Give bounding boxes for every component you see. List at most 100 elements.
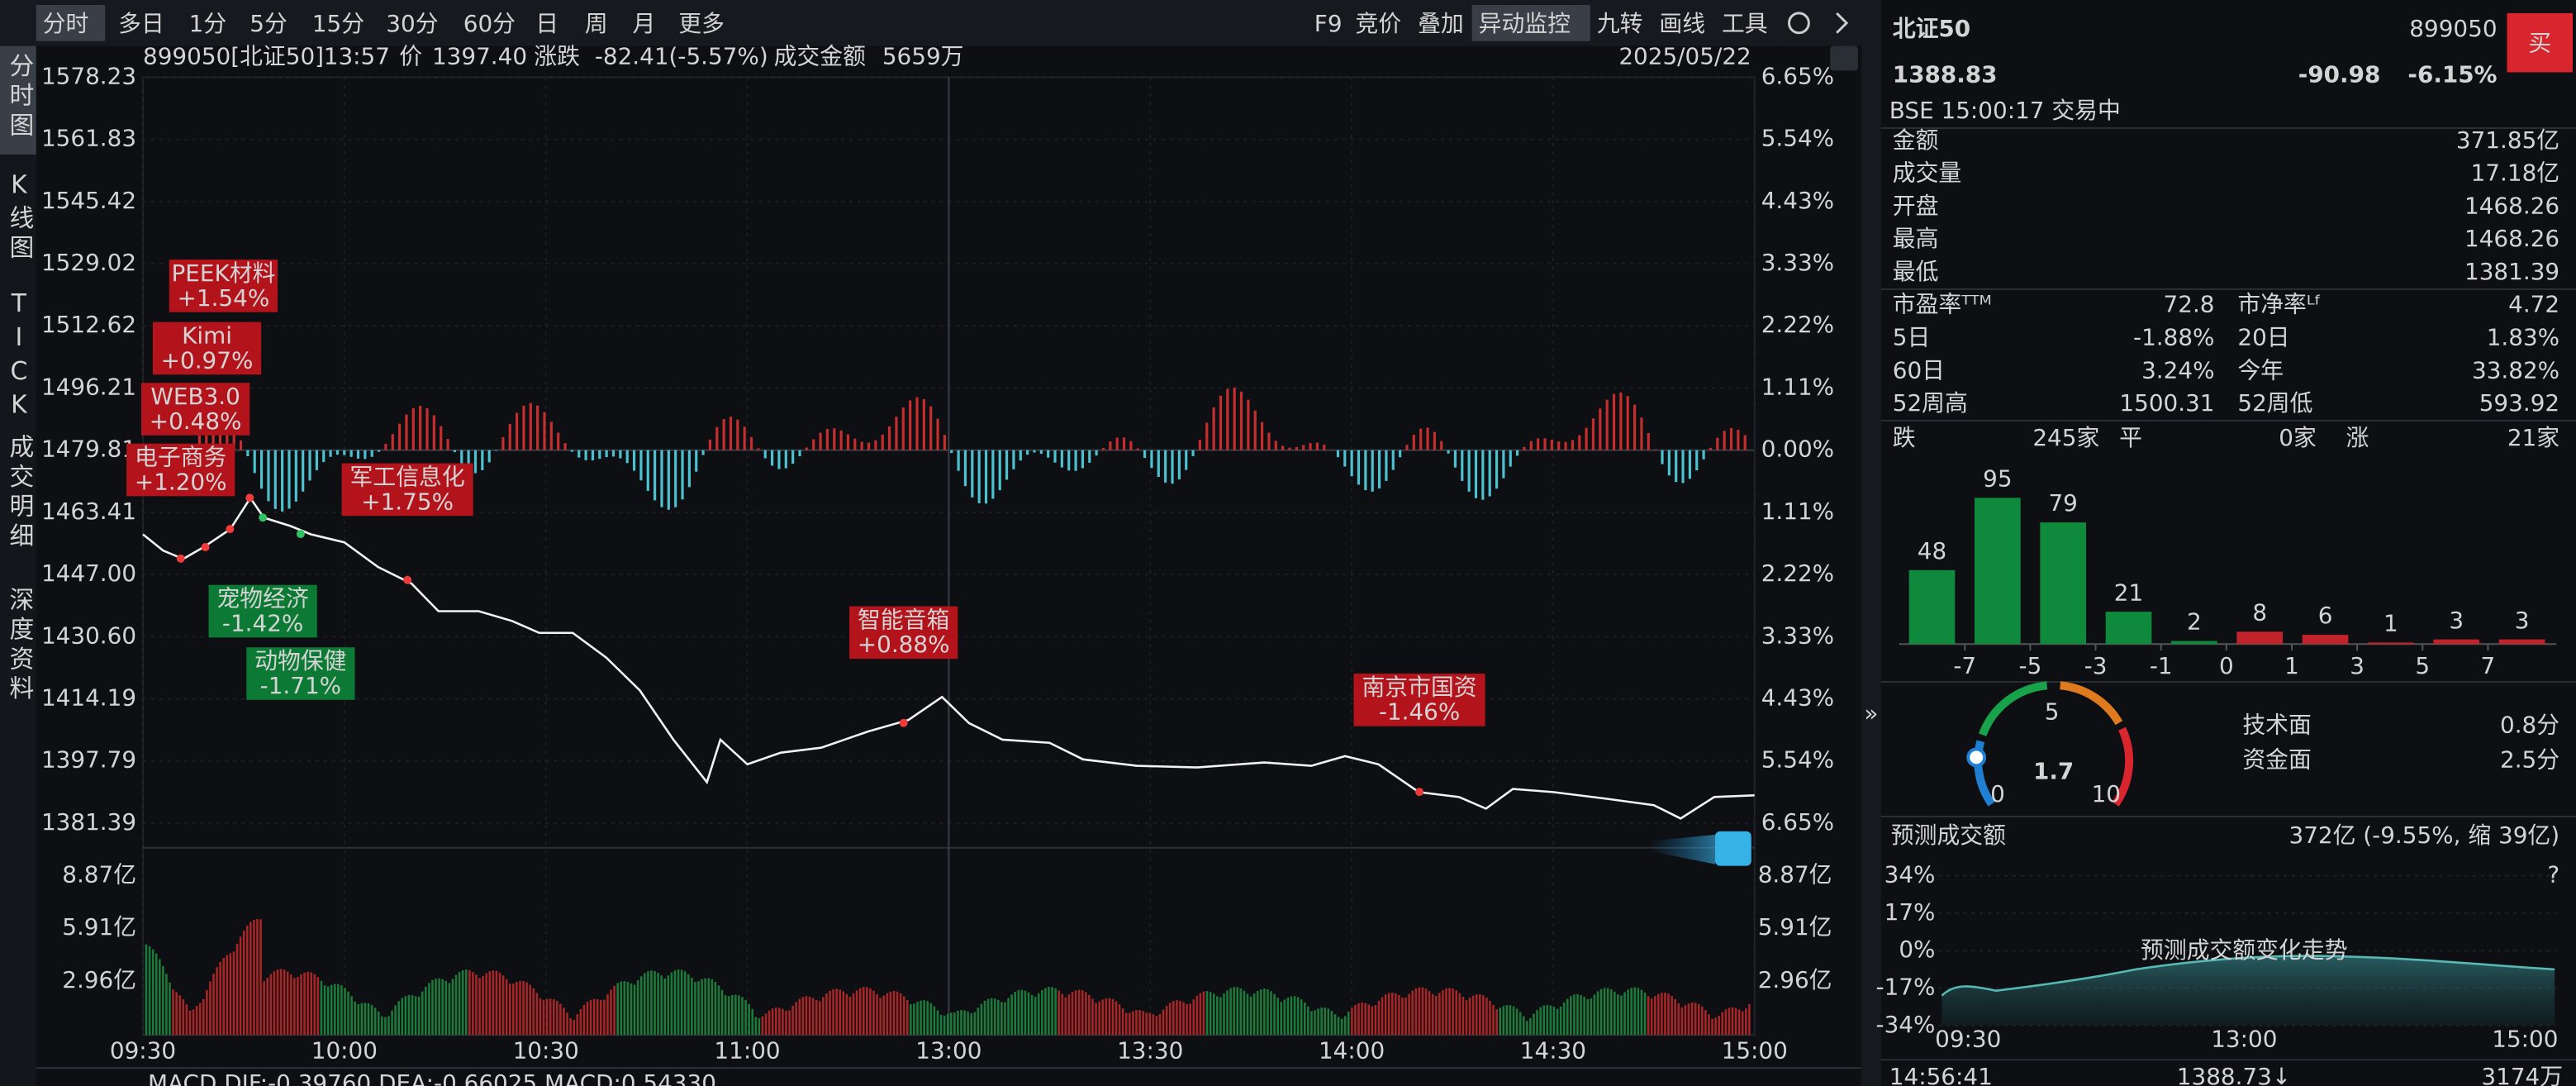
annotation-change: +0.97% [161, 346, 254, 374]
tab-active [36, 4, 106, 41]
dist-bar [2040, 522, 2087, 645]
stat-label: 今年 [2237, 356, 2284, 383]
tab[interactable]: 分时 [43, 10, 89, 37]
tab[interactable]: 月 [633, 10, 656, 37]
side-tab[interactable]: 深度资料 [4, 587, 34, 705]
annotation-change: +1.20% [135, 468, 227, 495]
side-tab[interactable]: 成交明细 [4, 434, 34, 552]
annotation-label: 智能音箱 [858, 606, 949, 633]
tab[interactable]: 更多 [678, 10, 725, 37]
quote-change: -90.98 [2298, 60, 2381, 88]
y2-tick-label: 4.43% [1761, 187, 1834, 214]
forecast-summary: 372亿 (-9.55%, 缩 39亿) [2289, 822, 2560, 849]
dist-bar [2433, 639, 2480, 645]
tool[interactable]: 九转 [1597, 10, 1643, 37]
tool[interactable]: 画线 [1659, 10, 1705, 37]
annotation-box[interactable] [152, 322, 262, 375]
forecast-area [1942, 955, 2555, 1026]
tool[interactable]: F9 [1314, 10, 1343, 37]
float-button[interactable] [1715, 831, 1751, 866]
score-value: 2.5分 [2500, 745, 2559, 773]
annotation-change: +1.75% [361, 488, 454, 515]
y-tick-label: 1512.62 [41, 311, 136, 338]
annotation-box[interactable] [169, 260, 278, 312]
volume-tick-label: 5.91亿 [1758, 913, 1832, 941]
tool[interactable]: 竞价 [1356, 10, 1402, 37]
side-tab[interactable]: 分时图 [4, 53, 33, 141]
forecast-help: ? [2547, 861, 2559, 888]
annotation-label: 宠物经济 [216, 585, 309, 612]
tab[interactable]: 周 [585, 10, 608, 37]
tab[interactable]: 15分 [312, 10, 364, 37]
stat-value: 371.85亿 [2456, 126, 2559, 154]
breadth-label: 跌 [1893, 424, 1916, 451]
dist-bar [2236, 631, 2284, 645]
annotation-box[interactable] [849, 606, 958, 660]
annotation-change: -1.42% [222, 609, 303, 636]
tool[interactable]: 异动监控 [1479, 10, 1571, 37]
y-tick-label: 1545.42 [41, 187, 136, 214]
info-change: -82.41(-5.57%) [595, 43, 768, 70]
dist-count: 6 [2318, 602, 2333, 629]
stat-label: 5日 [1893, 324, 1931, 351]
x-tick-label: 13:00 [915, 1036, 981, 1064]
dist-count: 3 [2449, 607, 2464, 634]
y2-tick-label: 2.22% [1761, 311, 1834, 338]
annotation-change: -1.71% [260, 672, 341, 699]
x-tick-label: 10:00 [311, 1036, 378, 1064]
side-bar [0, 45, 36, 1086]
quote-code: 899050 [2409, 15, 2497, 42]
tab[interactable]: 多日 [118, 10, 164, 37]
annotation-box[interactable] [141, 383, 250, 436]
dist-count: 8 [2252, 598, 2267, 626]
tab[interactable]: 5分 [250, 10, 288, 37]
tool[interactable]: 工具 [1722, 10, 1768, 37]
dist-bar [2302, 635, 2349, 645]
forecast-y-label: -17% [1876, 974, 1936, 1001]
stat-label: 市盈率ᵀᵀᴹ [1893, 291, 1992, 318]
annotation-box[interactable] [208, 584, 317, 638]
splitter-arrow[interactable]: » [1864, 700, 1878, 727]
side-tab[interactable]: K线图 [4, 171, 33, 264]
annotation-box[interactable] [341, 463, 473, 517]
annotation-change: -1.46% [1379, 698, 1460, 726]
annotation-dot [245, 493, 254, 503]
tab[interactable]: 60分 [463, 10, 516, 37]
forecast-x-label: 15:00 [2492, 1025, 2558, 1052]
stat-label: 最低 [1893, 258, 1939, 285]
side-tab[interactable]: TICK [4, 289, 33, 425]
dist-axis-label: 0 [2219, 652, 2234, 679]
tab[interactable]: 日 [535, 10, 558, 37]
annotation-box[interactable] [1353, 674, 1485, 726]
y-tick-label: 1430.60 [41, 622, 136, 649]
annotation-dot [403, 575, 412, 584]
tool[interactable]: 叠加 [1418, 10, 1464, 37]
annotation-box[interactable] [246, 647, 355, 700]
x-tick-label: 14:00 [1319, 1036, 1385, 1064]
stat-value: 1468.26 [2464, 192, 2559, 219]
stat-label: 市净率ᴸᶠ [2237, 291, 2322, 318]
annotation-box[interactable] [126, 443, 235, 497]
buy-button[interactable] [2507, 12, 2574, 73]
stat-label: 最高 [1893, 225, 1939, 252]
annotation-label: Kimi [182, 322, 232, 350]
float-button-trail [1649, 834, 1716, 865]
macd-text: MACD DIF:-0.39760 DEA:-0.66025 MACD:0.54… [148, 1069, 716, 1086]
annotation-dot [899, 718, 908, 727]
tab[interactable]: 30分 [386, 10, 438, 37]
info-label: 价 [399, 43, 422, 70]
next-icon[interactable] [1836, 12, 1849, 34]
dist-axis-label: -7 [1953, 652, 1976, 679]
tab[interactable]: 1分 [189, 10, 227, 37]
y-tick-label: 1496.21 [41, 373, 136, 400]
buy-label[interactable]: 买 [2528, 30, 2551, 57]
stat-label: 20日 [2237, 324, 2289, 351]
price-line [142, 496, 1755, 820]
gauge-mid: 5 [2045, 698, 2060, 726]
dist-count: 3 [2515, 607, 2530, 634]
annotation-label: 动物保健 [254, 647, 346, 674]
dist-axis-label: 7 [2481, 652, 2496, 679]
settings-icon[interactable] [1788, 12, 1810, 35]
stat-label: 金额 [1893, 126, 1939, 154]
stat-label: 成交量 [1893, 160, 1962, 187]
